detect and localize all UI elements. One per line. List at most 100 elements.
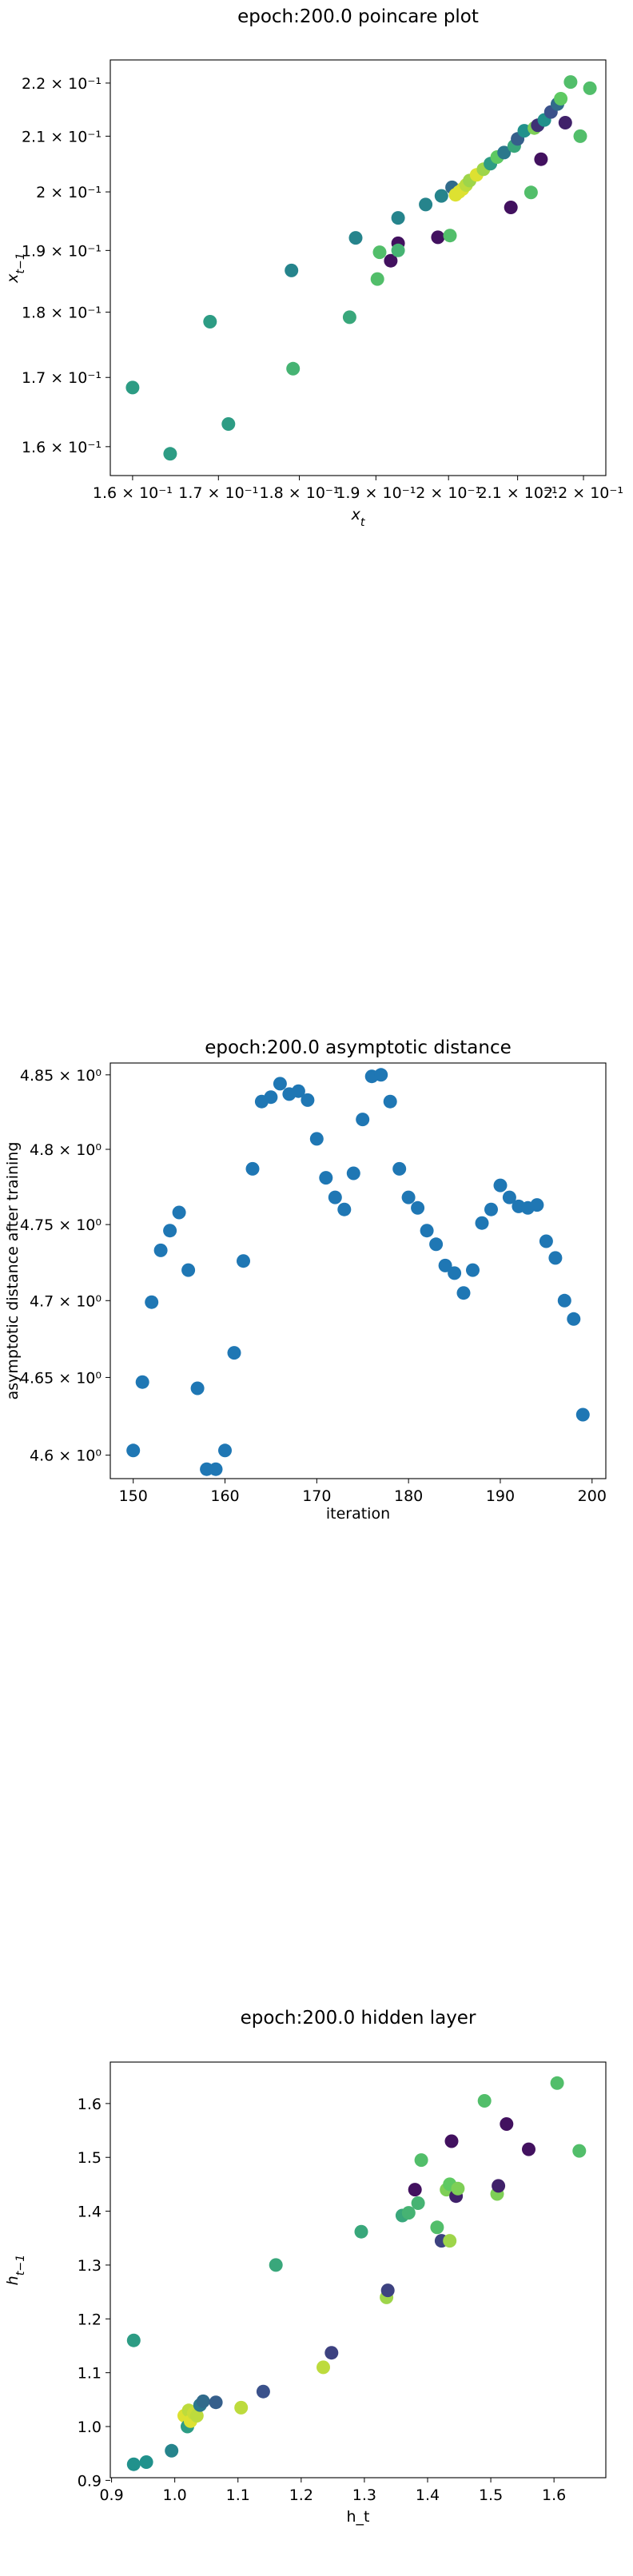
x-tick-label: 1.6 × 10⁻¹ xyxy=(93,484,173,502)
x-tick-label: 2 × 10⁻¹ xyxy=(416,484,481,502)
y-tick-label: 4.6 × 10⁰ xyxy=(30,1447,102,1465)
data-point xyxy=(135,1375,149,1389)
x-axis-label: xt xyxy=(351,506,366,529)
hidden-layer-plot: epoch:200.0 hidden layer 0.9 1.0 1.1 1.2 1.3 1… xyxy=(4,2008,607,2526)
data-point xyxy=(203,315,217,328)
data-point xyxy=(190,1381,205,1395)
data-point xyxy=(354,2224,368,2239)
data-point xyxy=(309,1132,324,1146)
data-point xyxy=(419,197,433,212)
x-tick-label: 1.1 xyxy=(226,2486,250,2504)
x-tick-label: 150 xyxy=(119,1487,148,1505)
x-tick-label: 1.0 xyxy=(163,2486,187,2504)
y-tick-label: 1.8 × 10⁻¹ xyxy=(22,305,102,322)
x-tick-label: 1.6 xyxy=(542,2486,566,2504)
data-point xyxy=(493,1178,508,1192)
data-point xyxy=(237,1254,250,1268)
y-axis-label: ht−1 xyxy=(4,2255,27,2286)
y-tick-label: 1.1 xyxy=(78,2365,102,2383)
data-point xyxy=(372,245,387,260)
data-point xyxy=(125,380,140,395)
data-point xyxy=(234,2400,249,2415)
data-point xyxy=(443,2234,457,2248)
data-point xyxy=(500,2117,514,2131)
y-axis-label: xt−1 xyxy=(4,253,27,284)
data-point xyxy=(550,2076,564,2090)
data-point xyxy=(342,310,356,324)
data-point xyxy=(466,1263,480,1277)
data-point xyxy=(434,189,448,203)
data-point xyxy=(539,1234,553,1248)
x-axis-label: h_t xyxy=(347,2508,370,2526)
data-point xyxy=(380,2283,395,2298)
data-point xyxy=(431,230,445,245)
x-tick-label: 1.9 × 10⁻¹ xyxy=(336,484,416,502)
data-point xyxy=(392,1161,407,1176)
data-point xyxy=(502,1190,516,1204)
y-tick-label: 1.9 × 10⁻¹ xyxy=(22,242,102,260)
data-point xyxy=(286,361,301,376)
data-point xyxy=(374,1068,388,1082)
data-point xyxy=(391,243,405,257)
data-point xyxy=(209,1462,223,1476)
data-point xyxy=(227,1346,241,1360)
data-point xyxy=(430,2220,444,2235)
data-point xyxy=(497,145,512,160)
data-point xyxy=(319,1171,333,1185)
data-point xyxy=(484,1202,498,1216)
plot-frame xyxy=(109,59,607,476)
data-point xyxy=(256,2384,270,2399)
data-point xyxy=(273,1077,287,1091)
data-point xyxy=(401,1190,416,1204)
plot-frame xyxy=(109,2061,607,2478)
data-point xyxy=(408,2183,422,2197)
data-point xyxy=(530,1198,544,1212)
data-point xyxy=(126,2333,141,2347)
data-point xyxy=(218,1443,232,1458)
data-point xyxy=(524,185,538,200)
x-tick-label: 1.3 xyxy=(352,2486,376,2504)
x-tick-label: 200 xyxy=(578,1487,607,1505)
data-point xyxy=(451,2181,465,2196)
data-point xyxy=(196,2394,210,2408)
x-tick-label: 1.5 xyxy=(479,2486,503,2504)
y-tick-label: 4.8 × 10⁰ xyxy=(30,1141,102,1159)
data-point xyxy=(264,1090,278,1105)
x-tick-label: 190 xyxy=(486,1487,515,1505)
data-point xyxy=(209,2395,223,2410)
data-point xyxy=(337,1202,352,1216)
y-tick-label: 1.7 × 10⁻¹ xyxy=(22,369,102,387)
data-point xyxy=(522,2142,535,2156)
y-tick-label: 2 × 10⁻¹ xyxy=(36,184,102,201)
x-tick-label: 1.8 × 10⁻¹ xyxy=(260,484,340,502)
data-point xyxy=(328,1190,342,1204)
data-point xyxy=(443,229,457,243)
y-tick-label: 0.9 xyxy=(78,2472,102,2490)
y-tick-label: 1.6 xyxy=(78,2096,102,2113)
data-point xyxy=(165,2443,179,2458)
x-tick-label: 2.1 × 10⁻¹ xyxy=(478,484,558,502)
data-point xyxy=(444,2134,459,2148)
x-tick-label: 1.2 xyxy=(289,2486,313,2504)
x-tick-label: 0.9 xyxy=(99,2486,123,2504)
data-point xyxy=(554,92,568,106)
data-point xyxy=(126,2457,141,2471)
data-point xyxy=(153,1243,168,1257)
data-point xyxy=(534,152,548,166)
y-tick-label: 4.85 × 10⁰ xyxy=(20,1067,102,1085)
plot-frame xyxy=(109,1062,607,1479)
y-tick-label: 1.2 xyxy=(78,2311,102,2328)
data-point xyxy=(567,1312,581,1326)
data-point xyxy=(414,2153,428,2168)
x-tick-label: 170 xyxy=(302,1487,331,1505)
x-tick-label: 180 xyxy=(394,1487,423,1505)
data-point xyxy=(504,201,518,214)
x-tick-label: 1.4 xyxy=(416,2486,440,2504)
data-point xyxy=(401,2206,416,2220)
data-point xyxy=(475,1216,489,1230)
data-point xyxy=(163,1224,177,1238)
data-point xyxy=(383,1094,397,1109)
asymptotic-distance-plot: epoch:200.0 asymptotic distance 150 160 170… xyxy=(4,1037,607,1523)
data-point xyxy=(563,75,578,90)
data-point xyxy=(316,2360,330,2375)
